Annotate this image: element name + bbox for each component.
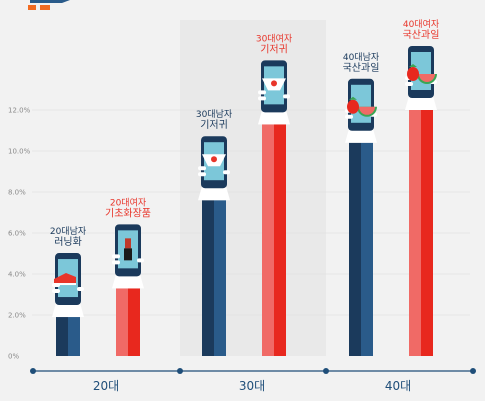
watermelon-icon bbox=[359, 106, 375, 115]
bar-men bbox=[349, 142, 373, 356]
bar-women-left bbox=[262, 124, 274, 356]
bar-women bbox=[409, 110, 433, 356]
axis-dot-icon bbox=[30, 368, 36, 374]
bar-men-left bbox=[349, 142, 361, 356]
axis-dot-icon bbox=[323, 368, 329, 374]
x-tick-label: 20대 bbox=[93, 379, 119, 393]
y-tick-label: 8.0% bbox=[8, 189, 26, 197]
y-tick-label: 10.0% bbox=[8, 148, 31, 156]
logo-icon bbox=[28, 0, 70, 10]
watermelon-icon bbox=[419, 74, 435, 82]
bar-women-right bbox=[274, 124, 286, 356]
x-tick-label: 30대 bbox=[239, 379, 265, 393]
annotation-labels: 20대남자 러닝화 30대남자 기저귀 40대남자 국산과일 20대여자 기초화장품 30대여자… bbox=[50, 18, 440, 248]
annotation-label: 30대남자 기저귀 bbox=[196, 109, 233, 131]
y-tick-label: 4.0% bbox=[8, 271, 26, 279]
bar-women bbox=[262, 124, 286, 356]
hand-sleeve-icon bbox=[52, 303, 84, 318]
bar-men bbox=[202, 200, 226, 356]
finger-icon bbox=[198, 166, 206, 171]
running-shoe-icon bbox=[54, 273, 76, 284]
finger-icon bbox=[52, 289, 60, 294]
finger-icon bbox=[345, 114, 353, 119]
icons-layer bbox=[52, 46, 437, 318]
finger-icon bbox=[112, 254, 120, 259]
annotation-label: 40대여자 국산과일 bbox=[403, 18, 440, 41]
bar-men-right bbox=[361, 142, 373, 356]
hand-sleeve-icon bbox=[345, 128, 377, 143]
hand-sleeve-icon bbox=[405, 96, 437, 110]
finger-icon bbox=[258, 96, 266, 101]
annotation-label: 30대여자 기저귀 bbox=[256, 32, 293, 55]
phone-hand-icon bbox=[198, 136, 230, 201]
diaper-heart-icon bbox=[211, 156, 217, 163]
y-axis-ticks: 0% 2.0% 4.0% 6.0% 8.0% 10.0% 12.0% bbox=[8, 107, 31, 361]
bar-men-left bbox=[202, 200, 214, 356]
phone-hand-icon bbox=[345, 78, 377, 143]
thumb-icon bbox=[223, 170, 230, 175]
thumb-icon bbox=[77, 287, 84, 292]
hand-sleeve-icon bbox=[258, 110, 290, 125]
diaper-heart-icon bbox=[271, 80, 277, 87]
lipstick-tip-icon bbox=[125, 238, 131, 249]
x-tick-label: 40대 bbox=[385, 379, 411, 393]
bar-men bbox=[56, 317, 80, 356]
lipstick-tube-icon bbox=[124, 248, 132, 261]
bar-women-left bbox=[409, 110, 421, 356]
bar-men-right bbox=[214, 200, 226, 356]
phone-hand-icon bbox=[52, 253, 84, 318]
hand-sleeve-icon bbox=[112, 274, 144, 289]
y-tick-label: 2.0% bbox=[8, 312, 26, 320]
x-axis: 20대 30대 40대 bbox=[30, 368, 476, 393]
bar-women bbox=[116, 288, 140, 356]
phone-hand-icon bbox=[405, 46, 437, 110]
bar-women-left bbox=[116, 288, 128, 356]
thumb-icon bbox=[283, 94, 290, 99]
axis-dot-icon bbox=[470, 368, 476, 374]
finger-icon bbox=[258, 90, 266, 95]
thumb-icon bbox=[137, 258, 144, 263]
bar-women-right bbox=[128, 288, 140, 356]
y-tick-label: 0% bbox=[8, 353, 19, 361]
hand-sleeve-icon bbox=[198, 186, 230, 201]
strawberry-icon bbox=[407, 67, 419, 81]
y-tick-label: 12.0% bbox=[8, 107, 31, 115]
phone-hand-icon bbox=[258, 60, 290, 125]
bar-men-left bbox=[56, 317, 68, 356]
annotation-label: 20대여자 기초화장품 bbox=[105, 196, 151, 219]
annotation-label: 40대남자 국산과일 bbox=[343, 52, 380, 74]
finger-icon bbox=[405, 82, 413, 86]
phone-hand-icon bbox=[112, 224, 144, 289]
strawberry-leaf-icon bbox=[409, 64, 417, 67]
bar-women-right bbox=[421, 110, 433, 356]
annotation-label: 20대남자 러닝화 bbox=[50, 226, 87, 248]
strawberry-icon bbox=[347, 99, 359, 114]
grid-layer bbox=[32, 109, 470, 316]
bars-layer bbox=[56, 110, 433, 356]
bar-men-right bbox=[68, 317, 80, 356]
finger-icon bbox=[112, 260, 120, 265]
finger-icon bbox=[198, 172, 206, 177]
strawberry-leaf-icon bbox=[349, 96, 357, 100]
shoe-sole-icon bbox=[54, 283, 76, 286]
axis-dot-icon bbox=[177, 368, 183, 374]
y-tick-label: 6.0% bbox=[8, 230, 26, 238]
